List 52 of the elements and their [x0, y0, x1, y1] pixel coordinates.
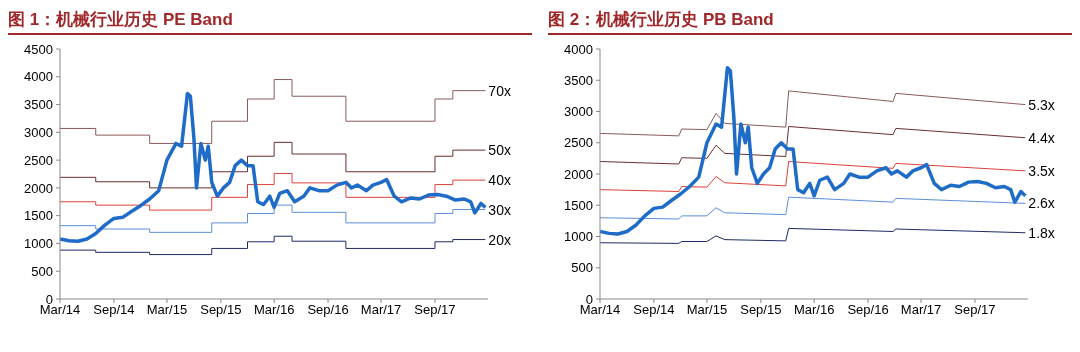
line-series: [600, 227, 1026, 244]
series-label: 3.5x: [1028, 162, 1055, 179]
line-series: [600, 66, 1028, 236]
y-tick-label: 2000: [24, 180, 53, 196]
line-series: [600, 196, 1026, 220]
y-tick-label: 3500: [564, 72, 593, 88]
y-tick-label: 3000: [24, 124, 53, 140]
x-tick-label: Sep/17: [954, 302, 996, 318]
x-tick-label: Sep/16: [847, 302, 889, 318]
x-tick-label: Sep/14: [633, 302, 675, 318]
series-label: 20x: [488, 231, 511, 248]
x-tick-label: Mar/15: [146, 302, 188, 318]
x-tick-label: Mar/16: [793, 302, 835, 318]
y-tick-label: 4000: [564, 41, 593, 57]
series-label: 2.6x: [1028, 195, 1055, 212]
series-label: 4.4x: [1028, 129, 1055, 146]
chart-title: 图 2：机械行业历史 PB Band: [548, 8, 1072, 35]
series-label: 40x: [488, 172, 511, 189]
y-tick-label: 3000: [564, 104, 593, 120]
line-series: [600, 126, 1026, 165]
series-label: 70x: [488, 82, 511, 99]
y-tick-label: 2500: [564, 135, 593, 151]
series-label: 30x: [488, 201, 511, 218]
x-tick-label: Mar/14: [579, 302, 621, 318]
y-tick-label: 1000: [564, 229, 593, 245]
line-series: [600, 90, 1026, 137]
y-tick-label: 1500: [24, 208, 53, 224]
y-tick-label: 2000: [564, 166, 593, 182]
y-tick-label: 4500: [24, 41, 53, 57]
line-series: [60, 91, 488, 243]
y-tick-label: 1500: [564, 197, 593, 213]
y-tick-label: 2500: [24, 152, 53, 168]
x-tick-label: Sep/16: [307, 302, 349, 318]
series-label: 1.8x: [1028, 224, 1055, 241]
line-series: [600, 161, 1026, 192]
y-tick-label: 1000: [24, 236, 53, 252]
x-tick-label: Sep/17: [414, 302, 456, 318]
x-tick-label: Sep/14: [93, 302, 135, 318]
x-tick-label: Mar/17: [900, 302, 942, 318]
y-tick-label: 500: [571, 260, 593, 276]
x-tick-label: Sep/15: [200, 302, 242, 318]
y-tick-label: 3500: [24, 97, 53, 113]
chart-title: 图 1：机械行业历史 PE Band: [8, 8, 532, 35]
x-tick-label: Mar/17: [360, 302, 402, 318]
x-tick-label: Mar/14: [39, 302, 81, 318]
x-tick-label: Sep/15: [740, 302, 782, 318]
x-tick-label: Mar/16: [253, 302, 295, 318]
x-tick-label: Mar/15: [686, 302, 728, 318]
series-label: 50x: [488, 142, 511, 159]
y-tick-label: 4000: [24, 69, 53, 85]
y-tick-label: 500: [31, 263, 53, 279]
series-label: 5.3x: [1028, 96, 1055, 113]
